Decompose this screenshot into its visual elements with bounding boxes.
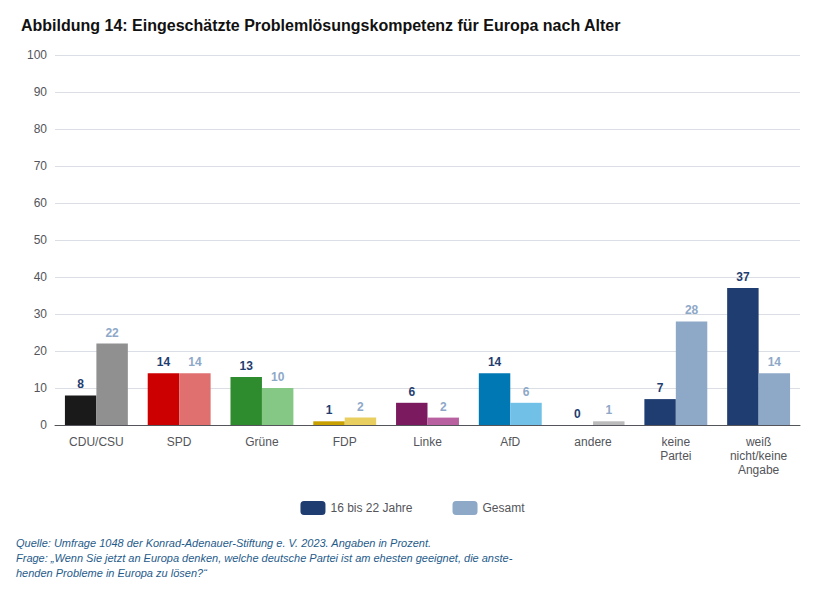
svg-text:14: 14 (188, 355, 202, 369)
svg-text:0: 0 (40, 418, 47, 432)
svg-text:50: 50 (34, 233, 48, 247)
svg-text:1: 1 (605, 403, 612, 417)
svg-text:90: 90 (34, 85, 48, 99)
svg-text:Abbildung 14: Eingeschätzte Pr: Abbildung 14: Eingeschätzte Problemlösun… (21, 17, 620, 34)
svg-text:80: 80 (34, 122, 48, 136)
svg-text:100: 100 (27, 48, 47, 62)
svg-text:14: 14 (488, 355, 502, 369)
svg-text:weiß: weiß (745, 435, 771, 449)
svg-text:28: 28 (685, 303, 699, 317)
svg-text:AfD: AfD (500, 435, 520, 449)
svg-text:14: 14 (768, 355, 782, 369)
svg-text:37: 37 (736, 270, 750, 284)
svg-text:CDU/CSU: CDU/CSU (69, 435, 124, 449)
svg-text:Angabe: Angabe (738, 463, 780, 477)
svg-text:70: 70 (34, 159, 48, 173)
svg-text:6: 6 (523, 385, 530, 399)
svg-text:7: 7 (657, 381, 664, 395)
svg-text:22: 22 (105, 326, 119, 340)
svg-text:6: 6 (408, 385, 415, 399)
svg-text:8: 8 (77, 377, 84, 391)
svg-text:2: 2 (440, 400, 447, 414)
svg-text:Partei: Partei (660, 449, 691, 463)
svg-text:0: 0 (574, 407, 581, 421)
svg-text:40: 40 (34, 270, 48, 284)
svg-text:FDP: FDP (333, 435, 357, 449)
svg-text:andere: andere (574, 435, 612, 449)
svg-text:Linke: Linke (413, 435, 442, 449)
svg-text:SPD: SPD (167, 435, 192, 449)
svg-text:keine: keine (661, 435, 690, 449)
svg-text:henden Probleme in Europa zu l: henden Probleme in Europa zu lösen?“ (16, 567, 208, 579)
svg-text:Quelle: Umfrage 1048 der Konra: Quelle: Umfrage 1048 der Konrad-Adenauer… (16, 537, 431, 549)
svg-text:10: 10 (34, 381, 48, 395)
svg-text:Grüne: Grüne (245, 435, 279, 449)
svg-text:2: 2 (357, 400, 364, 414)
svg-text:Frage: „Wenn Sie jetzt an Euro: Frage: „Wenn Sie jetzt an Europa denken,… (16, 552, 513, 564)
svg-text:14: 14 (157, 355, 171, 369)
svg-text:20: 20 (34, 344, 48, 358)
svg-text:60: 60 (34, 196, 48, 210)
svg-text:1: 1 (326, 403, 333, 417)
svg-text:Gesamt: Gesamt (483, 501, 526, 515)
svg-text:30: 30 (34, 307, 48, 321)
svg-text:16 bis 22 Jahre: 16 bis 22 Jahre (330, 501, 412, 515)
svg-text:nicht/keine: nicht/keine (730, 449, 788, 463)
svg-text:13: 13 (240, 359, 254, 373)
svg-text:10: 10 (271, 370, 285, 384)
